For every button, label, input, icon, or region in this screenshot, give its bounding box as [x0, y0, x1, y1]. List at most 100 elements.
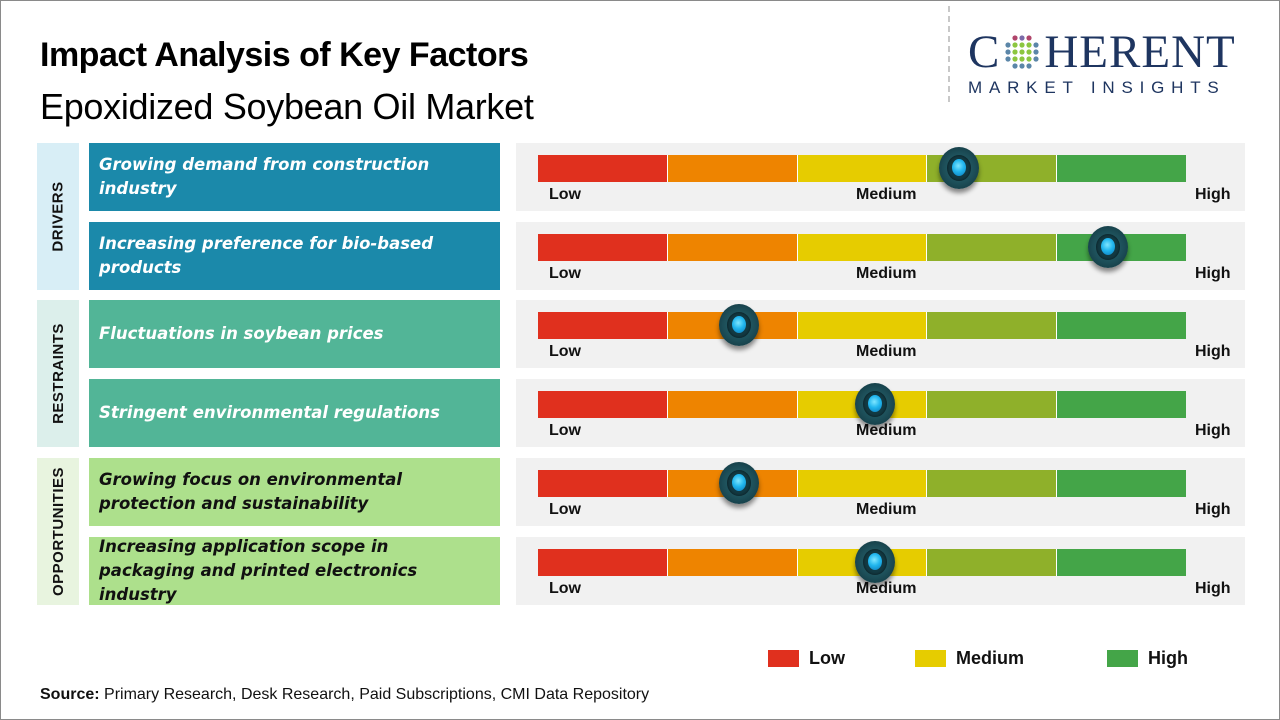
factor-opportunities-1: Growing focus on environmental protectio…: [89, 458, 500, 526]
factor-drivers-2: Increasing preference for bio-based prod…: [89, 222, 500, 290]
scale-segment-low: [538, 549, 668, 576]
page-subtitle: Epoxidized Soybean Oil Market: [40, 86, 534, 127]
impact-indicator-knob: [718, 462, 759, 504]
scale-label-high: High: [1195, 186, 1231, 203]
scale-segment-high: [1057, 470, 1186, 497]
scale-label-high: High: [1195, 422, 1231, 439]
logo-word: HERENT: [1044, 26, 1236, 78]
category-label-opportunities: OPPORTUNITIES: [37, 458, 79, 605]
category-label-drivers: DRIVERS: [37, 143, 79, 290]
globe-dot: [1026, 42, 1032, 48]
globe-dot: [1005, 56, 1011, 62]
scale-segment-medium: [797, 470, 928, 497]
scale-segment-low: [538, 391, 668, 418]
category-label-text: DRIVERS: [49, 181, 67, 252]
globe-dot: [1026, 63, 1032, 69]
impact-scale-track: [538, 470, 1186, 497]
impact-scale-track: [538, 312, 1186, 339]
impact-scale-track: [538, 155, 1186, 182]
globe-dot: [1026, 35, 1032, 41]
scale-segment-medium-high: [927, 470, 1058, 497]
scale-segment-medium-high: [927, 549, 1058, 576]
scale-segment-medium: [797, 234, 928, 261]
legend-swatch-low: [768, 650, 799, 667]
scale-label-low: Low: [549, 422, 581, 439]
scale-segment-high: [1057, 155, 1186, 182]
logo: C HERENT MARKET INSIGHTS: [968, 26, 1268, 98]
factor-opportunities-2: Increasing application scope in packagin…: [89, 537, 500, 605]
impact-indicator-knob: [854, 383, 895, 425]
globe-dot: [1012, 63, 1018, 69]
scale-label-medium: Medium: [856, 422, 917, 439]
scale-segment-low-medium: [667, 391, 798, 418]
factor-restraints-2: Stringent environmental regulations: [89, 379, 500, 447]
legend-item-high: High: [1107, 648, 1188, 669]
globe-dot: [1033, 56, 1039, 62]
category-label-text: RESTRAINTS: [49, 323, 67, 424]
scale-segment-low-medium: [667, 549, 798, 576]
category-label-restraints: RESTRAINTS: [37, 300, 79, 447]
impact-indicator-knob: [718, 304, 759, 346]
impact-scale-track: [538, 549, 1186, 576]
scale-segment-low: [538, 312, 668, 339]
factor-restraints-1: Fluctuations in soybean prices: [89, 300, 500, 368]
legend-label-medium: Medium: [956, 648, 1025, 668]
legend-swatch-high: [1107, 650, 1138, 667]
scale-label-medium: Medium: [856, 501, 917, 518]
scale-label-medium: Medium: [856, 186, 917, 203]
scale-label-high: High: [1195, 580, 1231, 597]
logo-first-letter: C: [968, 26, 1001, 78]
globe-dot: [1012, 42, 1018, 48]
scale-segment-low: [538, 470, 668, 497]
impact-scale-track: [538, 391, 1186, 418]
globe-dot: [1019, 49, 1025, 55]
scale-label-high: High: [1195, 343, 1231, 360]
scale-segment-medium: [797, 155, 928, 182]
scale-segment-medium-high: [927, 312, 1058, 339]
scale-label-low: Low: [549, 580, 581, 597]
scale-label-medium: Medium: [856, 265, 917, 282]
header-divider: [948, 6, 950, 102]
scale-label-low: Low: [549, 501, 581, 518]
scale-segment-low-medium: [667, 155, 798, 182]
legend-item-low: Low: [768, 648, 845, 669]
globe-dot: [1005, 49, 1011, 55]
scale-segment-high: [1057, 312, 1186, 339]
scale-segment-high: [1057, 391, 1186, 418]
scale-segment-low: [538, 155, 668, 182]
scale-segment-low-medium: [667, 234, 798, 261]
scale-segment-medium: [797, 312, 928, 339]
source-note: Source: Primary Research, Desk Research,…: [40, 686, 649, 704]
factor-drivers-1: Growing demand from construction industr…: [89, 143, 500, 211]
globe-dot: [1019, 42, 1025, 48]
impact-gauge-restraints-1: Low Medium High: [516, 300, 1245, 368]
impact-indicator-knob: [939, 147, 980, 189]
source-label: Source:: [40, 686, 100, 703]
source-text: Primary Research, Desk Research, Paid Su…: [99, 686, 650, 703]
globe-dot: [1026, 56, 1032, 62]
impact-gauge-drivers-2: Low Medium High: [516, 222, 1245, 290]
globe-dot: [1012, 35, 1018, 41]
globe-dot: [1012, 49, 1018, 55]
dotted-globe-icon: [1005, 35, 1039, 69]
page-title: Impact Analysis of Key Factors: [40, 36, 529, 74]
scale-segment-high: [1057, 549, 1186, 576]
scale-label-low: Low: [549, 265, 581, 282]
scale-label-low: Low: [549, 186, 581, 203]
scale-label-high: High: [1195, 501, 1231, 518]
legend-label-high: High: [1148, 648, 1188, 668]
globe-dot: [1012, 56, 1018, 62]
scale-segment-low: [538, 234, 668, 261]
impact-indicator-knob: [1088, 226, 1129, 268]
impact-gauge-opportunities-1: Low Medium High: [516, 458, 1245, 526]
scale-segment-medium-high: [927, 391, 1058, 418]
impact-scale-track: [538, 234, 1186, 261]
scale-label-high: High: [1195, 265, 1231, 282]
logo-tagline: MARKET INSIGHTS: [968, 78, 1226, 97]
impact-gauge-drivers-1: Low Medium High: [516, 143, 1245, 211]
globe-dot: [1026, 49, 1032, 55]
impact-gauge-restraints-2: Low Medium High: [516, 379, 1245, 447]
category-label-text: OPPORTUNITIES: [49, 466, 67, 597]
impact-gauge-opportunities-2: Low Medium High: [516, 537, 1245, 605]
scale-segment-medium-high: [927, 234, 1058, 261]
